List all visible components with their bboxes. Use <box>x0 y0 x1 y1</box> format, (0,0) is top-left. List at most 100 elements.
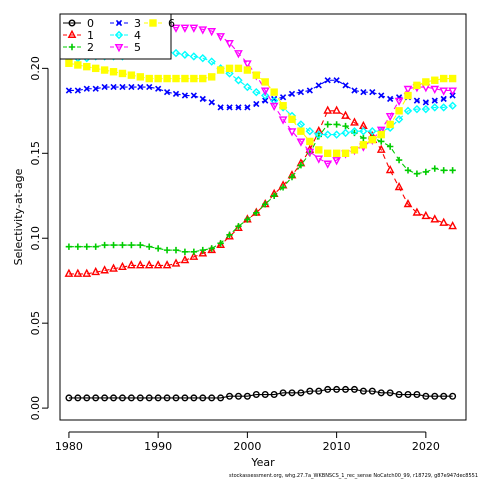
data-point-1 <box>189 251 199 260</box>
data-point-6 <box>315 146 323 154</box>
data-point-4 <box>305 127 315 136</box>
data-point-4 <box>207 57 216 66</box>
data-point-3 <box>128 83 135 91</box>
data-point-0 <box>333 385 341 393</box>
legend-item-0: 0 <box>63 17 94 30</box>
x-tick-label: 2000 <box>233 440 261 453</box>
series-3 <box>65 77 456 111</box>
data-point-1 <box>385 164 395 174</box>
data-point-1 <box>91 266 101 276</box>
data-point-4 <box>323 130 332 139</box>
data-point-6 <box>350 146 359 154</box>
data-point-0 <box>234 392 242 400</box>
data-point-1 <box>135 260 145 269</box>
data-point-1 <box>127 260 136 269</box>
data-point-2 <box>297 161 305 169</box>
data-point-6 <box>359 141 368 149</box>
data-point-2 <box>440 167 447 174</box>
data-point-3 <box>110 83 117 91</box>
data-point-4 <box>430 103 439 112</box>
legend-swatch-marker <box>67 29 77 38</box>
data-point-1 <box>162 260 172 269</box>
data-point-0 <box>145 394 153 402</box>
data-point-5 <box>234 50 243 59</box>
data-point-6 <box>386 120 394 129</box>
series-0 <box>65 385 457 402</box>
data-point-1 <box>100 265 109 274</box>
legend-item-3: 3 <box>110 17 141 30</box>
data-point-3 <box>369 89 376 96</box>
legend-label: 0 <box>87 17 94 30</box>
data-point-0 <box>350 385 358 393</box>
data-point-0 <box>440 392 448 400</box>
data-point-4 <box>439 103 448 112</box>
data-point-3 <box>288 90 296 97</box>
data-point-0 <box>199 394 207 402</box>
legend-label: 6 <box>168 17 175 30</box>
data-point-6 <box>448 74 457 83</box>
data-point-4 <box>403 106 413 116</box>
data-point-3 <box>422 99 429 106</box>
legend-item-6: 6 <box>144 17 175 30</box>
data-point-5 <box>207 28 217 37</box>
data-point-6 <box>288 115 296 124</box>
data-point-4 <box>198 53 207 63</box>
data-point-2 <box>128 241 135 249</box>
data-point-4 <box>180 50 190 59</box>
data-point-4 <box>421 104 431 114</box>
data-point-1 <box>82 268 92 277</box>
data-point-5 <box>323 160 333 169</box>
data-point-3 <box>360 89 367 96</box>
data-point-0 <box>395 391 403 399</box>
data-point-1 <box>144 260 154 269</box>
data-point-4 <box>243 82 252 92</box>
series-6 <box>65 59 457 157</box>
data-point-1 <box>421 210 431 220</box>
data-point-2 <box>333 121 340 128</box>
data-point-3 <box>83 85 90 92</box>
data-point-0 <box>127 394 135 402</box>
data-point-5 <box>243 60 252 69</box>
data-point-3 <box>155 85 162 92</box>
data-point-0 <box>431 392 439 400</box>
data-point-4 <box>314 130 323 139</box>
data-point-2 <box>253 209 260 216</box>
data-point-6 <box>83 62 91 71</box>
data-point-6 <box>163 74 171 83</box>
data-point-5 <box>171 24 181 33</box>
y-tick-label: 0.00 <box>29 396 42 421</box>
data-point-4 <box>261 91 270 100</box>
data-point-6 <box>118 69 127 78</box>
data-point-6 <box>323 149 332 157</box>
data-point-2 <box>190 248 198 256</box>
data-point-0 <box>288 389 296 397</box>
data-point-6 <box>65 59 73 67</box>
data-point-6 <box>127 71 136 79</box>
data-point-3 <box>226 104 233 111</box>
data-point-3 <box>119 83 126 91</box>
data-point-2 <box>395 156 403 164</box>
data-point-0 <box>342 385 350 393</box>
data-point-2 <box>386 143 394 150</box>
data-point-0 <box>413 391 421 399</box>
plot-frame <box>59 13 467 421</box>
data-point-5 <box>287 128 297 137</box>
data-point-1 <box>73 268 83 277</box>
data-point-2 <box>154 245 162 252</box>
data-point-1 <box>153 260 163 269</box>
data-point-2 <box>199 246 206 254</box>
data-point-3 <box>440 95 447 103</box>
data-point-6 <box>181 74 189 83</box>
data-point-0 <box>172 394 180 402</box>
data-point-3 <box>315 82 322 89</box>
data-point-6 <box>190 74 198 83</box>
data-point-0 <box>404 391 412 399</box>
data-point-2 <box>163 246 171 254</box>
data-point-2 <box>449 167 456 174</box>
data-point-2 <box>262 201 269 208</box>
data-point-0 <box>368 387 376 395</box>
data-point-2 <box>324 121 331 128</box>
data-point-3 <box>137 83 144 91</box>
data-point-5 <box>198 26 208 35</box>
data-point-4 <box>359 127 368 136</box>
